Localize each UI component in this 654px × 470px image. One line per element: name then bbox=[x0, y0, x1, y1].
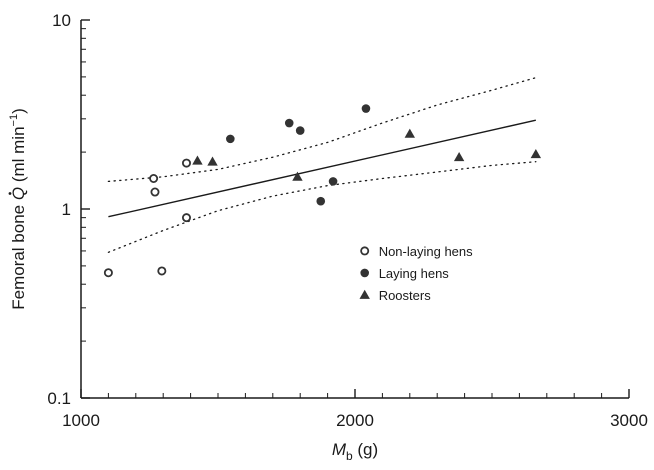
data-point-non-laying-hens bbox=[181, 158, 191, 168]
data-point-non-laying-hens bbox=[149, 174, 159, 184]
data-point-non-laying-hens bbox=[181, 213, 191, 223]
x-axis-title: Mb (g) bbox=[332, 440, 378, 463]
data-point-non-laying-hens bbox=[103, 268, 113, 278]
legend-marker-roosters bbox=[359, 289, 370, 299]
y-axis-title-close: ) bbox=[9, 108, 28, 114]
y-tick-label: 1 bbox=[62, 200, 71, 219]
legend: Non-laying hens Laying hens Roosters bbox=[359, 244, 473, 303]
data-point-roosters bbox=[207, 156, 218, 166]
regression-line bbox=[108, 119, 536, 218]
legend-marker-non-laying-hens bbox=[360, 246, 370, 256]
y-axis-ticks: 0.1 1 10 bbox=[47, 11, 90, 408]
x-axis-title-main: M bbox=[332, 440, 347, 459]
legend-label-roosters: Roosters bbox=[379, 288, 432, 303]
data-point-roosters bbox=[192, 155, 203, 165]
data-point-roosters bbox=[404, 128, 415, 138]
y-tick-label: 10 bbox=[52, 11, 71, 30]
x-axis-title-subscript: b bbox=[346, 449, 353, 463]
y-tick-label: 0.1 bbox=[47, 389, 71, 408]
data-points bbox=[103, 104, 542, 278]
data-point-laying-hens bbox=[361, 104, 371, 113]
y-axis-title-superscript: −1 bbox=[8, 114, 20, 127]
y-axis-title: Femoral bone Q (ml min−1) bbox=[8, 108, 28, 310]
data-point-laying-hens bbox=[316, 196, 326, 206]
y-axis-title-prefix: Femoral bone bbox=[9, 200, 28, 310]
x-tick-label: 3000 bbox=[610, 411, 648, 430]
x-tick-label: 1000 bbox=[62, 411, 100, 430]
confidence-band-upper bbox=[107, 77, 537, 183]
data-point-laying-hens bbox=[295, 126, 305, 135]
legend-label-non-laying-hens: Non-laying hens bbox=[379, 244, 473, 259]
y-axis-title-q: Q bbox=[9, 187, 28, 200]
confidence-band-lower bbox=[107, 161, 537, 253]
regression-line-group bbox=[108, 119, 536, 218]
data-point-non-laying-hens bbox=[157, 266, 167, 276]
data-point-roosters bbox=[292, 171, 303, 181]
legend-label-laying-hens: Laying hens bbox=[379, 266, 450, 281]
data-point-roosters bbox=[530, 148, 542, 159]
legend-marker-laying-hens bbox=[360, 268, 370, 278]
x-tick-label: 2000 bbox=[336, 411, 374, 430]
x-axis-title-unit: (g) bbox=[353, 440, 379, 459]
data-point-laying-hens bbox=[284, 118, 294, 128]
data-point-laying-hens bbox=[226, 134, 235, 144]
data-point-laying-hens bbox=[328, 177, 338, 186]
data-point-roosters bbox=[453, 151, 465, 162]
y-axis-title-unit: (ml min bbox=[9, 126, 28, 186]
confidence-band bbox=[107, 77, 537, 253]
y-axis-title-q-dot bbox=[8, 192, 12, 195]
x-axis-ticks: 1000 2000 3000 bbox=[62, 389, 648, 430]
data-point-non-laying-hens bbox=[150, 187, 160, 197]
